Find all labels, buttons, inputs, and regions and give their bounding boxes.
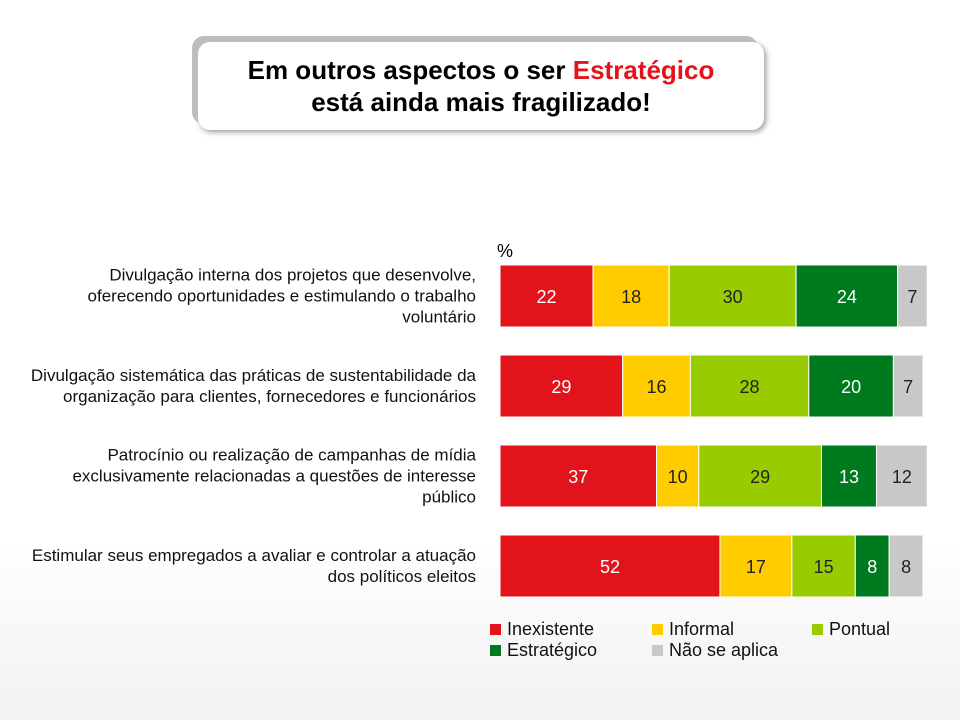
value-label: 8 — [867, 557, 877, 577]
bar-segment — [892, 354, 924, 418]
value-label: 12 — [892, 467, 912, 487]
legend-swatch — [490, 624, 501, 635]
value-label: 29 — [551, 377, 571, 397]
bar-segment — [888, 534, 924, 598]
bar-segment — [668, 264, 797, 328]
bar-segment — [499, 354, 624, 418]
title: Em outros aspectos o ser — [247, 55, 566, 85]
value-label: 7 — [907, 287, 917, 307]
category-label: Divulgação sistemática das práticas de s… — [30, 366, 476, 406]
value-label: 30 — [723, 287, 743, 307]
value-label: 15 — [814, 557, 834, 577]
value-label: 37 — [568, 467, 588, 487]
value-label: 22 — [537, 287, 557, 307]
value-label: 20 — [841, 377, 861, 397]
bar-segment — [808, 354, 894, 418]
legend-label: Informal — [669, 619, 734, 639]
bar-segment — [820, 444, 877, 508]
title-box: Em outros aspectos o ser Estratégico est… — [198, 42, 764, 130]
value-label: 13 — [839, 467, 859, 487]
value-label: 10 — [668, 467, 688, 487]
bar-segment — [499, 264, 594, 328]
bar-segment — [719, 534, 793, 598]
legend-label: Inexistente — [507, 619, 594, 639]
value-label: 7 — [903, 377, 913, 397]
unit-label: % — [497, 241, 513, 261]
category-label: Estimular seus empregados a avaliar e co… — [31, 546, 476, 586]
bar-segment — [622, 354, 691, 418]
category-label: Divulgação interna dos projetos que dese… — [87, 265, 476, 327]
bar-segment — [795, 264, 899, 328]
value-label: 16 — [646, 377, 666, 397]
bar-segment — [897, 264, 928, 328]
title: está ainda mais fragilizado! — [311, 87, 651, 117]
title-highlight: Estratégico — [572, 55, 715, 85]
value-label: 52 — [600, 557, 620, 577]
value-label: 18 — [621, 287, 641, 307]
value-label: 24 — [837, 287, 857, 307]
legend-swatch — [490, 645, 501, 656]
legend-label: Estratégico — [507, 640, 597, 660]
value-label: 17 — [746, 557, 766, 577]
legend-label: Não se aplica — [669, 640, 779, 660]
value-label: 8 — [901, 557, 911, 577]
bar-segment — [499, 444, 658, 508]
bar-segment — [875, 444, 928, 508]
category-label: Patrocínio ou realização de campanhas de… — [72, 445, 476, 507]
legend-swatch — [652, 624, 663, 635]
bar-segment — [592, 264, 670, 328]
legend-swatch — [812, 624, 823, 635]
bar-segment — [499, 534, 721, 598]
value-label: 29 — [750, 467, 770, 487]
legend-swatch — [652, 645, 663, 656]
bar-segment — [698, 444, 822, 508]
value-label: 28 — [740, 377, 760, 397]
legend-label: Pontual — [829, 619, 890, 639]
bar-segment — [791, 534, 856, 598]
